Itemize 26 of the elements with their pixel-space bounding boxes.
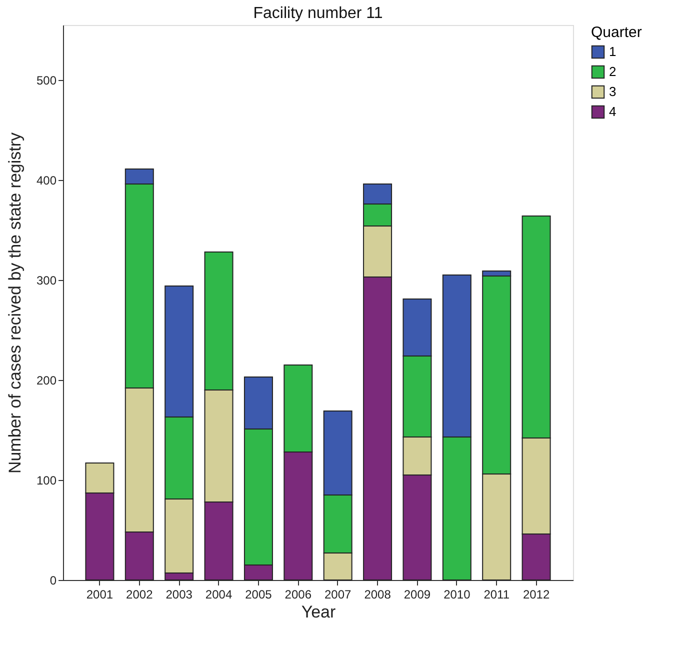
x-tick-label: 2001 bbox=[86, 588, 114, 602]
y-tick-label: 500 bbox=[36, 74, 57, 88]
x-tick-label: 2003 bbox=[166, 588, 193, 602]
x-tick-label: 2011 bbox=[484, 588, 510, 602]
y-tick-label: 100 bbox=[36, 474, 57, 488]
x-tick-label: 2004 bbox=[205, 588, 232, 602]
x-tick-label: 2002 bbox=[126, 588, 154, 602]
y-tick-label: 400 bbox=[36, 174, 57, 188]
x-axis-title: Year bbox=[301, 602, 336, 622]
x-tick-label: 2007 bbox=[324, 588, 352, 602]
x-tick-label: 2008 bbox=[364, 588, 392, 602]
legend-label: 2 bbox=[609, 64, 616, 79]
legend-label: 4 bbox=[609, 104, 616, 119]
x-tick-label: 2006 bbox=[284, 588, 312, 602]
chart-title: Facility number 11 bbox=[253, 5, 383, 22]
y-tick-label: 200 bbox=[36, 374, 57, 388]
y-tick-label: 0 bbox=[50, 574, 57, 588]
x-tick-label: 2012 bbox=[522, 588, 550, 602]
x-tick-label: 2010 bbox=[444, 588, 471, 602]
y-axis-title: Number of cases recived by the state registry bbox=[5, 132, 24, 474]
y-tick-label: 300 bbox=[36, 274, 57, 288]
x-tick-label: 2005 bbox=[245, 588, 272, 602]
legend-label: 1 bbox=[609, 44, 616, 59]
x-tick-label: 2009 bbox=[404, 588, 431, 602]
legend-label: 3 bbox=[609, 84, 616, 99]
legend-title: Quarter bbox=[591, 24, 642, 41]
